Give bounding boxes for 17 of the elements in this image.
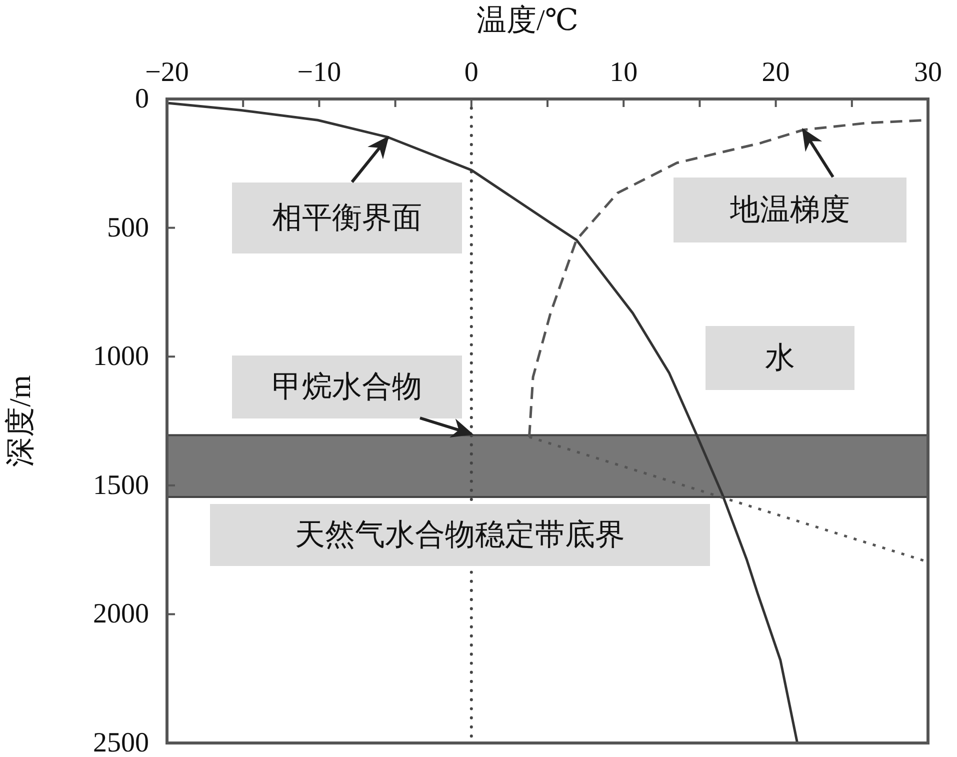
x-tick-label: 10 — [610, 57, 638, 88]
annotation: 水 — [765, 340, 795, 376]
x-tick-label: 0 — [464, 57, 478, 88]
annotation: 天然气水合物稳定带底界 — [295, 518, 625, 552]
y-tick-label: 1500 — [93, 470, 149, 501]
x-axis-title: 温度/℃ — [476, 4, 578, 37]
annotation: 相平衡界面 — [272, 200, 422, 236]
annotation: 地温梯度 — [729, 192, 850, 228]
x-tick-label: −10 — [297, 57, 342, 88]
x-tick-label: 30 — [914, 57, 942, 88]
y-tick-label: 500 — [107, 212, 149, 244]
y-axis-title: 深度/m — [4, 375, 37, 467]
y-tick-label: 2500 — [93, 728, 149, 757]
y-tick-label: 2000 — [93, 598, 149, 630]
annotation: 甲烷水合物 — [272, 370, 422, 404]
x-tick-label: 20 — [762, 57, 790, 88]
y-tick-label: 1000 — [93, 341, 149, 372]
